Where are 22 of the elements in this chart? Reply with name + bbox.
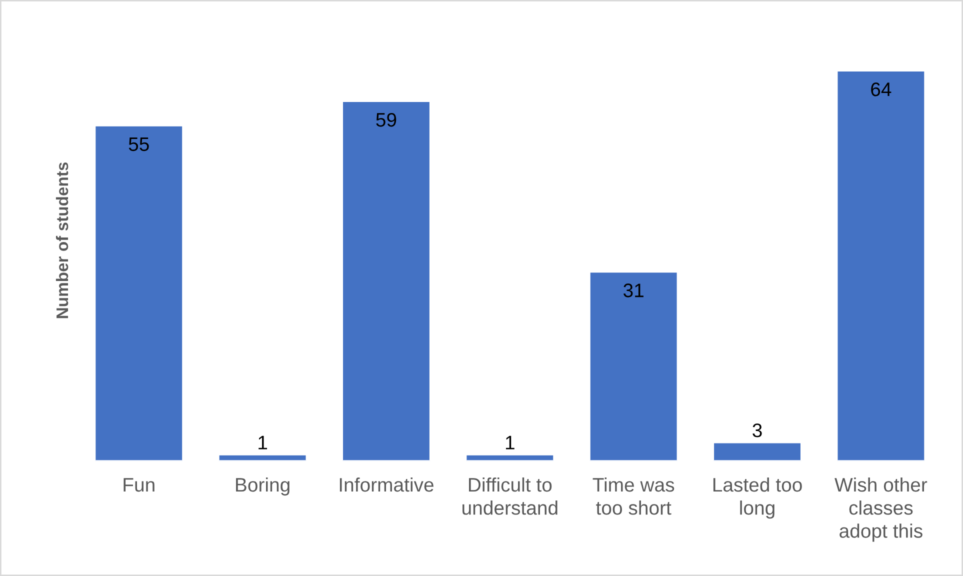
x-tick-label: Lasted too long: [713, 477, 802, 519]
data-label: 1: [258, 436, 268, 450]
bar: [342, 100, 431, 461]
y-axis-title: Number of students: [56, 162, 68, 318]
x-tick-label: Difficult to understand: [462, 477, 558, 515]
bar: [218, 454, 308, 461]
data-label: 59: [376, 112, 396, 127]
bar: [712, 442, 802, 461]
bar: [836, 70, 926, 461]
x-tick-label: Time was too short: [592, 477, 674, 515]
bar: [465, 454, 555, 461]
x-tick-label: Wish other classes adopt this: [834, 477, 928, 542]
x-tick-label: Informative: [340, 477, 434, 492]
data-label: 55: [128, 138, 149, 152]
data-label: 64: [871, 82, 892, 96]
data-label: 3: [752, 424, 762, 438]
bar: [94, 124, 184, 461]
data-label: 1: [506, 436, 514, 450]
x-tick-label: Boring: [236, 477, 290, 496]
bar: [588, 271, 678, 461]
x-tick-label: Fun: [124, 478, 154, 492]
data-label: 31: [624, 284, 644, 298]
